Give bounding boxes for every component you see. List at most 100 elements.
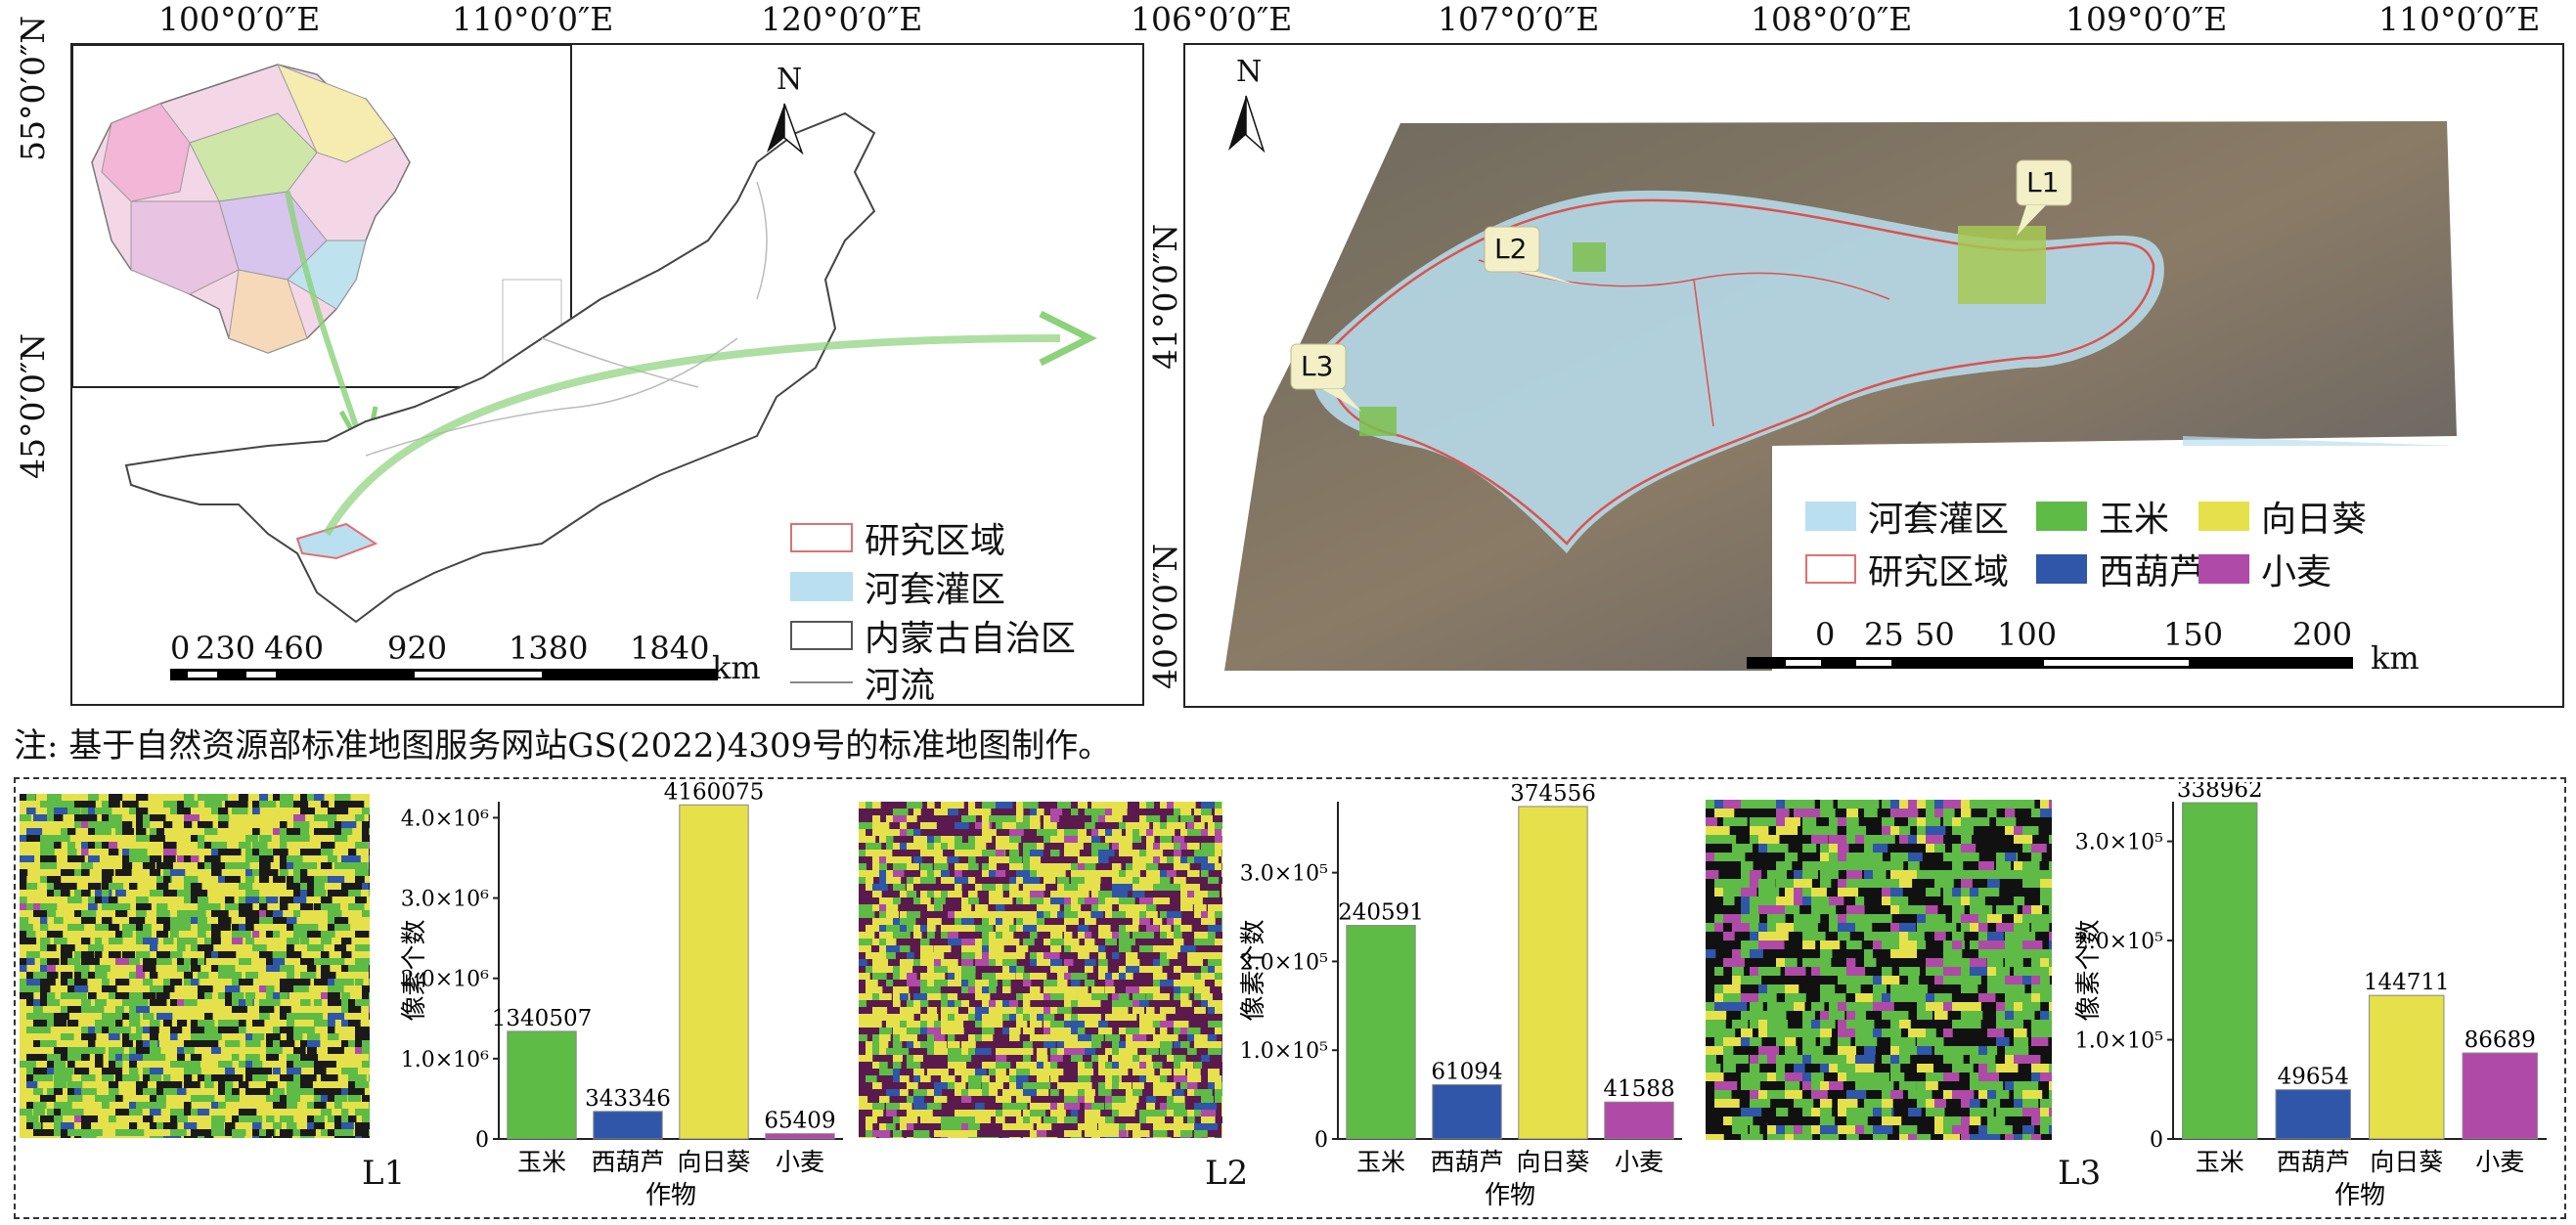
- lon-label: 110°0′0″E: [2378, 0, 2541, 38]
- callout-label: L3: [1301, 350, 1334, 382]
- scale-label: 1380: [509, 630, 589, 667]
- bar-chart-L2: 0 1.0×10⁵ 2.0×10⁵ 3.0×10⁵ 像素个数 240591 玉米 61094 西…: [1239, 782, 1682, 1210]
- tile-label: L2: [1205, 1154, 1249, 1193]
- legend-swatch: [790, 621, 853, 650]
- legend-item: 研究区域: [1805, 544, 2009, 594]
- map-source-note: 注: 基于自然资源部标准地图服务网站GS(2022)4309号的标准地图制作。: [14, 726, 1112, 766]
- north-label: N: [777, 63, 803, 97]
- y-tick-label: 0: [2150, 1128, 2163, 1153]
- bar: [1518, 806, 1588, 1140]
- hetao-area: [295, 522, 378, 560]
- sample-area-L2: [1573, 242, 1606, 272]
- y-axis-label: 像素个数: [2074, 919, 2104, 1021]
- bar: [2275, 1089, 2351, 1140]
- legend-swatch: [1805, 554, 1856, 584]
- region-shape: [277, 64, 396, 163]
- scale-unit: km: [2371, 639, 2420, 677]
- lat-label: 45°0′0″N: [14, 332, 52, 479]
- bar-value-label: 374556: [1510, 782, 1596, 807]
- y-tick-label: 3.0×10⁶: [401, 888, 489, 912]
- sample-area-L3: [1359, 407, 1397, 436]
- lon-label: 109°0′0″E: [2065, 0, 2228, 38]
- y-tick-label: 2.0×10⁵: [2075, 930, 2163, 954]
- legend-swatch: [2036, 502, 2087, 531]
- legend-item: 向日葵: [2198, 491, 2367, 542]
- legend-item: 河套灌区: [1805, 491, 2009, 542]
- x-tick-label: 玉米: [2196, 1148, 2244, 1176]
- scale-label: 25: [1864, 616, 1904, 653]
- x-tick-label: 向日葵: [2370, 1148, 2443, 1176]
- scale-label: 920: [387, 630, 448, 667]
- bar: [2182, 802, 2258, 1140]
- hetao-irrigation-area: [1310, 190, 2164, 553]
- region-shape: [228, 269, 308, 354]
- scale-bar: [1747, 657, 2353, 669]
- bar-value-label: 343346: [585, 1086, 671, 1112]
- y-axis-label: 像素个数: [400, 919, 429, 1021]
- y-tick-label: 0: [1314, 1128, 1328, 1153]
- satellite-map: [1224, 95, 2560, 706]
- lon-label: 100°0′0″E: [158, 0, 321, 38]
- callout-pointer: [2017, 205, 2046, 236]
- scale-label: 50: [1915, 616, 1955, 653]
- bar-value-label: 61094: [1431, 1060, 1502, 1085]
- arrow-icon: [323, 334, 1061, 537]
- scale-unit: km: [712, 649, 761, 686]
- legend-item: 西葫芦: [2036, 544, 2204, 594]
- legend-swatch: [790, 681, 853, 683]
- lat-label: 40°0′0″N: [1146, 543, 1184, 689]
- callout-label: L1: [2026, 166, 2060, 198]
- bar: [2462, 1052, 2538, 1140]
- y-tick-label: 2.0×10⁵: [1240, 950, 1328, 975]
- sample-area-L1: [1958, 226, 2046, 304]
- y-axis-label: 像素个数: [1239, 919, 1268, 1021]
- y-tick-label: 1.0×10⁶: [401, 1048, 489, 1072]
- x-tick-label: 西葫芦: [591, 1148, 664, 1176]
- bar: [2369, 994, 2445, 1140]
- bar-value-label: 41588: [1603, 1076, 1674, 1102]
- bar-value-label: 86689: [2465, 1028, 2536, 1053]
- boundary-line: [1693, 279, 1714, 427]
- legend-item: 玉米: [2036, 491, 2169, 542]
- scale-label: 460: [264, 630, 325, 667]
- scale-label: 230: [196, 630, 256, 667]
- river-line: [756, 181, 768, 300]
- bar-value-label: 65409: [764, 1109, 835, 1134]
- y-tick-label: 3.0×10⁵: [2075, 831, 2163, 855]
- y-tick-label: 4.0×10⁶: [401, 807, 489, 831]
- x-tick-label: 小麦: [1615, 1148, 1664, 1176]
- lon-label: 108°0′0″E: [1751, 0, 1913, 38]
- x-axis-label: 作物: [1485, 1181, 1535, 1210]
- bar-value-label: 240591: [1338, 900, 1424, 926]
- scale-bar: [170, 669, 718, 680]
- scale-label: 100: [1997, 616, 2058, 653]
- classified-tile-L3: [1706, 800, 2052, 1140]
- y-tick-label: 1.0×10⁵: [2075, 1029, 2163, 1054]
- scale-label: 0: [170, 630, 191, 667]
- bar-chart-L1: 0 1.0×10⁶ 2.0×10⁶ 3.0×10⁶ 4.0×10⁶ 像素个数 1340507…: [400, 782, 843, 1210]
- legend-swatch: [790, 572, 853, 601]
- legend-swatch: [2198, 554, 2249, 584]
- x-tick-label: 玉米: [517, 1148, 566, 1176]
- x-tick-label: 西葫芦: [1430, 1148, 1503, 1176]
- classified-tile-L1: [20, 794, 370, 1138]
- lon-label: 120°0′0″E: [761, 0, 923, 38]
- region-shape: [130, 200, 240, 295]
- classified-tile-L2: [859, 802, 1222, 1138]
- bar: [593, 1111, 663, 1140]
- scale-label: 1840: [630, 630, 710, 667]
- scale-label: 150: [2163, 616, 2224, 653]
- inner-mongolia-map: [72, 45, 1097, 624]
- callout-label: L2: [1494, 233, 1528, 265]
- lon-label: 107°0′0″E: [1438, 0, 1600, 38]
- region-shape: [189, 112, 318, 202]
- scale-label: 200: [2292, 616, 2353, 653]
- callout-box: [1290, 343, 1347, 390]
- bar: [765, 1133, 835, 1140]
- north-arrow-icon: [783, 103, 804, 155]
- callout-pointer: [1322, 389, 1361, 412]
- arrow-icon: [285, 191, 359, 427]
- legend-swatch: [1805, 502, 1856, 531]
- scale-label: 0: [1815, 616, 1836, 653]
- x-tick-label: 西葫芦: [2277, 1148, 2350, 1176]
